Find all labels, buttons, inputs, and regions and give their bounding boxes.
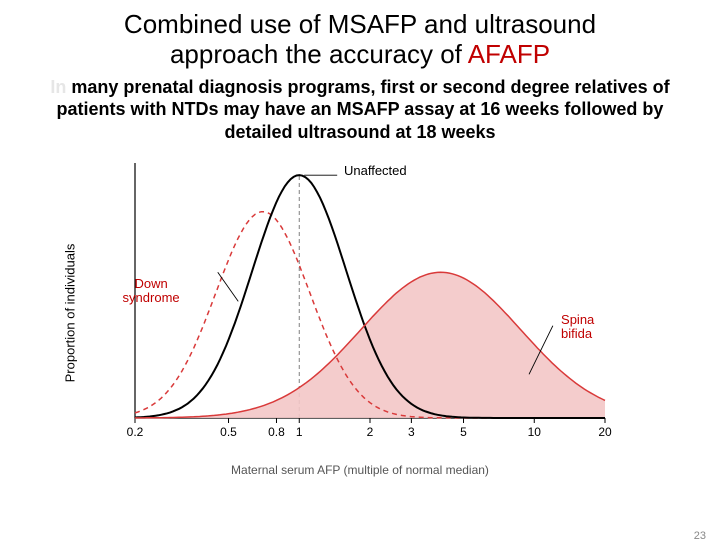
series-label-spina-bifida: Spina bifida [561,313,611,342]
title-line1: Combined use of MSAFP and ultrasound [124,9,596,39]
x-axis-label: Maternal serum AFP (multiple of normal m… [231,463,489,477]
series-label-unaffected: Unaffected [344,163,407,178]
subtitle-prefix: In [50,77,66,97]
svg-text:20: 20 [598,425,612,439]
svg-text:0.8: 0.8 [268,425,285,439]
chart-container: Proportion of individuals 0.20.50.812351… [80,153,640,473]
slide-subtitle: In many prenatal diagnosis programs, fir… [50,76,670,144]
svg-text:0.2: 0.2 [127,425,144,439]
svg-text:3: 3 [408,425,415,439]
title-line2a: approach the accuracy of [170,39,468,69]
slide: Combined use of MSAFP and ultrasound app… [0,10,720,540]
svg-text:10: 10 [528,425,542,439]
title-line2b: AFAFP [468,39,550,69]
svg-text:2: 2 [367,425,374,439]
y-axis-label: Proportion of individuals [63,244,78,383]
svg-text:1: 1 [296,425,303,439]
slide-title: Combined use of MSAFP and ultrasound app… [40,10,680,70]
page-number: 23 [694,530,706,540]
series-label-down-syndrome: Down syndrome [116,277,186,306]
subtitle-rest: many prenatal diagnosis programs, first … [57,77,670,142]
svg-text:0.5: 0.5 [220,425,237,439]
svg-text:5: 5 [460,425,467,439]
